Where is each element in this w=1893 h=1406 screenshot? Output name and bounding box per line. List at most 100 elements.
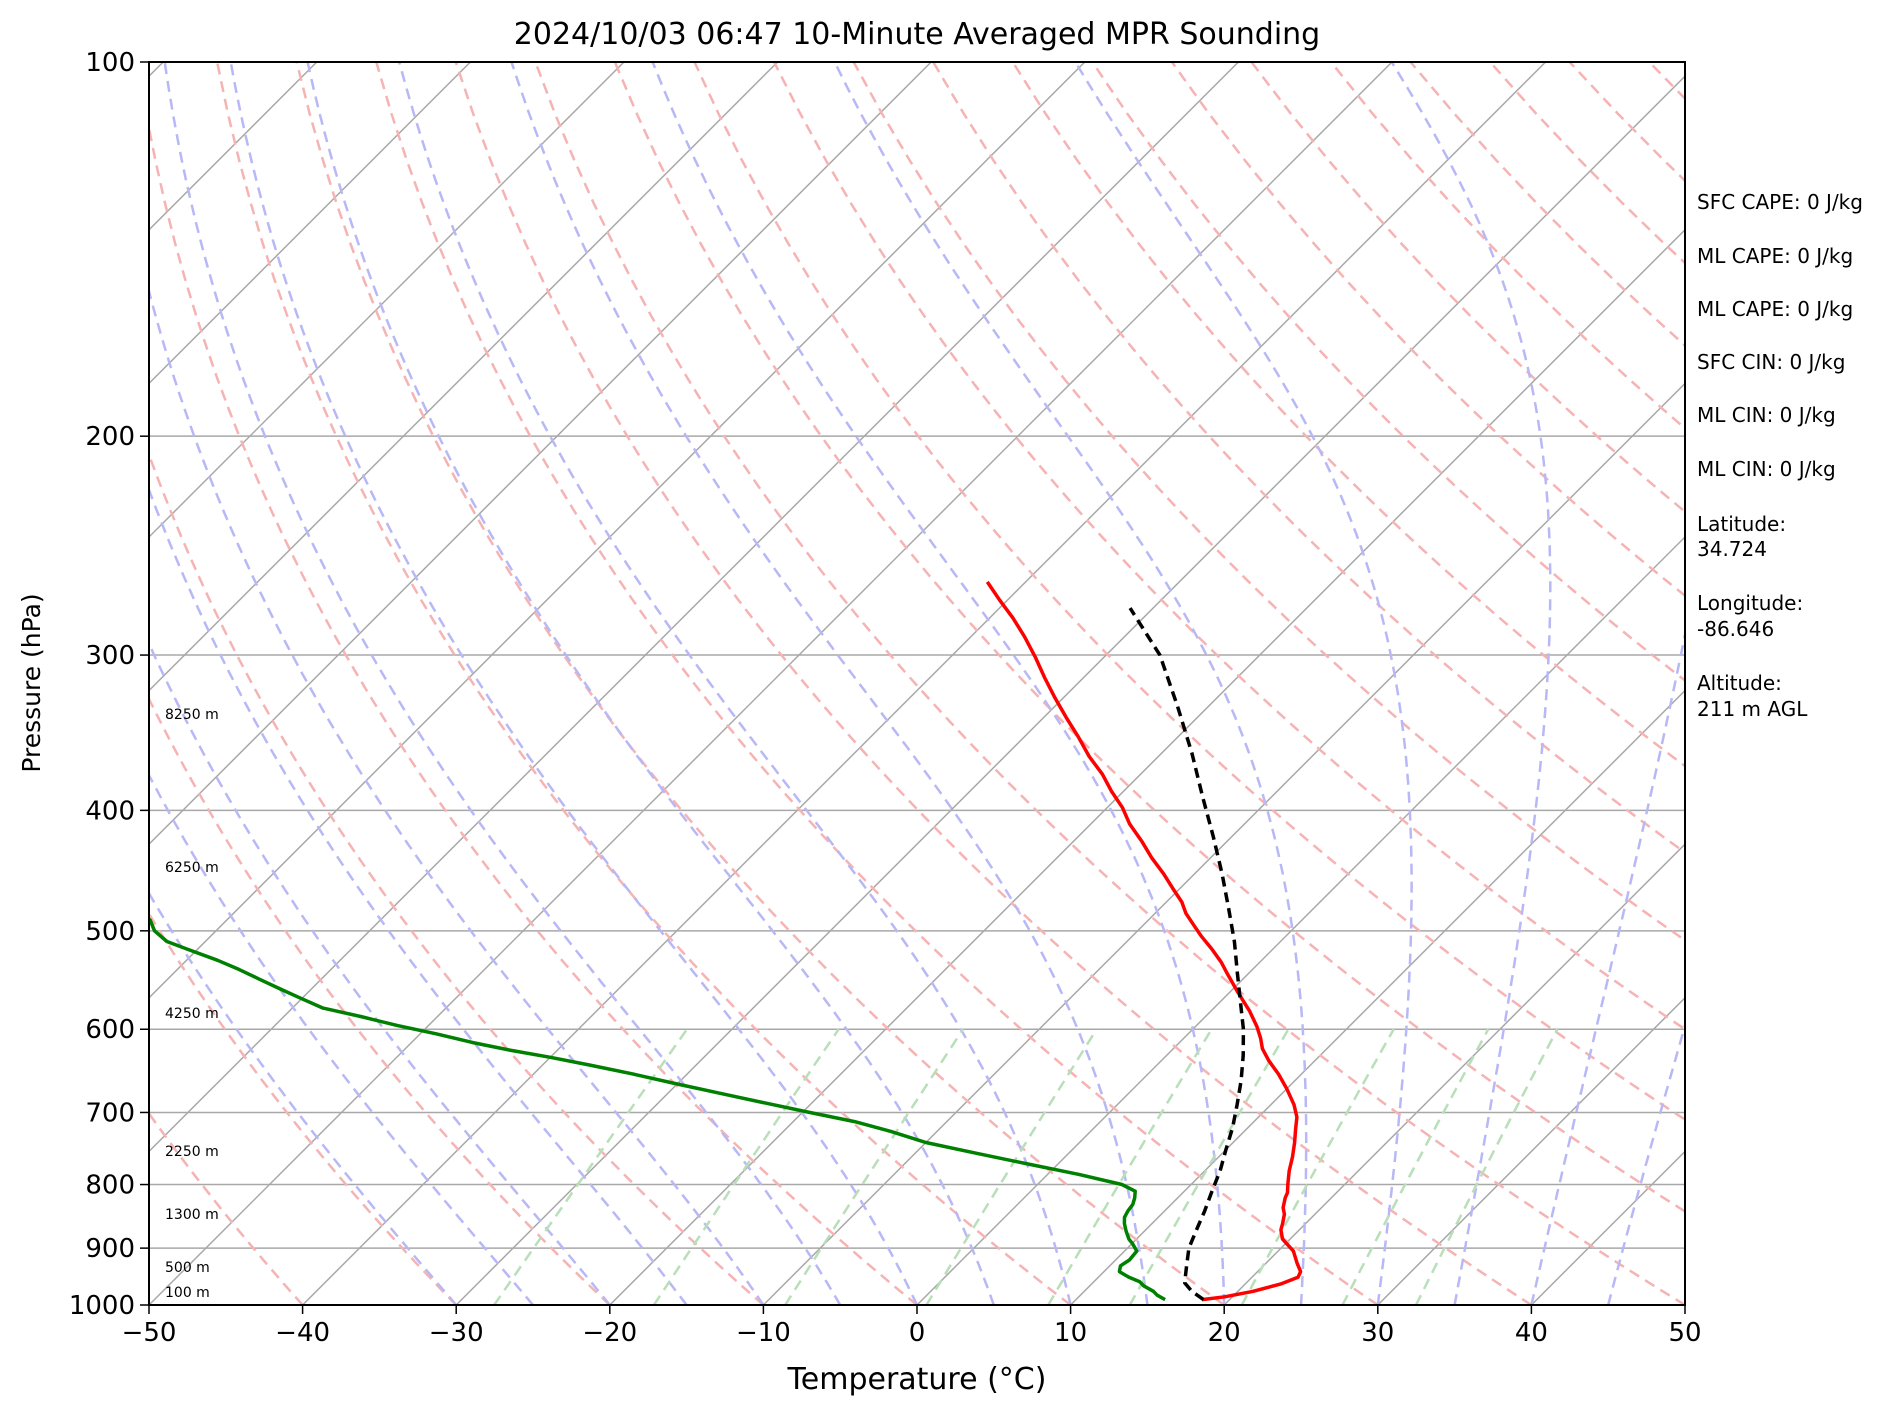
moist-adiabat: [149, 890, 458, 1305]
isotherm-line: [1377, 996, 1685, 1305]
moist-adiabat: [149, 286, 765, 1305]
info-line: -86.646: [1697, 617, 1774, 641]
plot-background: [149, 62, 1685, 1305]
isotherm-line: [916, 535, 1685, 1305]
mixing-ratio-line: [1341, 1028, 1490, 1305]
dry-adiabat: [149, 121, 918, 1305]
dry-adiabat: [149, 911, 458, 1305]
height-label: 2250 m: [165, 1144, 219, 1160]
series-line-2: [1128, 607, 1246, 1302]
x-tick-label: 0: [909, 1318, 926, 1348]
isotherm-line: [149, 62, 625, 539]
dry-adiabat: [149, 696, 611, 1305]
x-tick-label: 50: [1668, 1318, 1701, 1348]
height-label: 6250 m: [165, 860, 219, 876]
info-line: 211 m AGL: [1697, 697, 1808, 721]
y-tick-label: 500: [85, 917, 135, 947]
x-tick-label: −50: [122, 1318, 177, 1348]
isotherm-line: [149, 62, 779, 692]
moist-adiabat: [833, 62, 1308, 1305]
x-tick-label: −10: [736, 1318, 791, 1348]
mixing-ratio-line: [1240, 1028, 1395, 1305]
y-tick-label: 300: [85, 641, 135, 671]
dry-adiabat: [454, 62, 1533, 1305]
x-axis: −50 −40 −30 −20 −10 0 10 20 30 40 50: [122, 1305, 1702, 1348]
moist-adiabat: [651, 62, 1226, 1305]
moist-adiabat: [397, 62, 1072, 1305]
height-label: 1300 m: [165, 1207, 219, 1223]
info-line: Latitude:: [1697, 512, 1786, 536]
y-tick-label: 200: [85, 422, 135, 452]
dry-adiabat: [772, 62, 1685, 1031]
height-labels: 100 m 500 m 1300 m 2250 m 4250 m 6250 m 8250 m: [165, 707, 219, 1301]
y-tick-label: 1000: [69, 1291, 135, 1321]
dry-adiabat: [852, 62, 1685, 942]
x-tick-label: −40: [275, 1318, 330, 1348]
isotherm-line: [149, 62, 471, 385]
info-line: 34.724: [1697, 537, 1767, 561]
y-axis-label: Pressure (hPa): [17, 593, 46, 772]
x-tick-label: −30: [429, 1318, 484, 1348]
series-line-1: [149, 917, 1166, 1302]
info-line: ML CAPE: 0 J/kg: [1697, 244, 1853, 268]
info-panel: SFC CAPE: 0 J/kg ML CAPE: 0 J/kg ML CAPE: …: [1697, 190, 1863, 721]
isotherm-line: [762, 382, 1685, 1305]
isotherm-line: [455, 75, 1685, 1305]
mixing-ratio-line: [784, 1028, 965, 1305]
dry-adiabat: [1170, 62, 1685, 598]
info-line: ML CAPE: 0 J/kg: [1697, 297, 1853, 321]
x-tick-label: 40: [1515, 1318, 1548, 1348]
height-label: 500 m: [165, 1260, 210, 1276]
y-tick-label: 900: [85, 1234, 135, 1264]
dry-adiabat: [295, 62, 1225, 1305]
grid: [0, 62, 1685, 1305]
series-layer: [149, 580, 1303, 1302]
dry-adiabat: [149, 451, 765, 1305]
moist-adiabat: [1606, 1021, 1685, 1305]
dry-adiabat: [375, 62, 1379, 1305]
dry-adiabat: [149, 1111, 304, 1305]
info-line: ML CIN: 0 J/kg: [1697, 403, 1836, 427]
isotherm-line: [609, 228, 1685, 1305]
moist-adiabat: [1074, 62, 1413, 1305]
dry-adiabat: [693, 62, 1685, 1122]
mixing-ratio-line: [1047, 1028, 1213, 1305]
info-line: Altitude:: [1697, 671, 1782, 695]
mixing-ratio-line: [1414, 1028, 1559, 1305]
height-label: 4250 m: [165, 1006, 219, 1022]
isotherm-line: [149, 62, 1086, 999]
y-tick-label: 800: [85, 1171, 135, 1201]
y-axis: 1000 900 800 700 600 500 400 300 200 100: [69, 48, 149, 1321]
dry-adiabat: [932, 62, 1685, 855]
info-line: SFC CAPE: 0 J/kg: [1697, 190, 1863, 214]
x-tick-label: 20: [1208, 1318, 1241, 1348]
x-axis-label: Temperature (°C): [787, 1362, 1047, 1397]
moist-adiabat: [149, 772, 534, 1305]
moist-adiabat: [149, 486, 688, 1305]
moist-adiabat: [229, 62, 919, 1305]
x-tick-label: 30: [1361, 1318, 1394, 1348]
y-tick-label: 100: [85, 48, 135, 78]
moist-adiabat: [510, 62, 1149, 1305]
isotherm-line: [149, 62, 932, 846]
mixing-ratio-line: [493, 1028, 689, 1305]
y-tick-label: 700: [85, 1098, 135, 1128]
isotherm-line: [149, 62, 1239, 1153]
mixing-ratio-line: [652, 1028, 840, 1305]
isotherm-line: [0, 62, 10, 1305]
y-tick-label: 600: [85, 1015, 135, 1045]
info-line: ML CIN: 0 J/kg: [1697, 457, 1836, 481]
y-tick-label: 400: [85, 796, 135, 826]
chart-title: 2024/10/03 06:47 10-Minute Averaged MPR …: [514, 17, 1320, 52]
x-tick-label: 10: [1054, 1318, 1087, 1348]
moist-adiabat: [1530, 628, 1685, 1305]
x-tick-label: −20: [582, 1318, 637, 1348]
moist-adiabat: [306, 62, 995, 1305]
isotherm-line: [1070, 689, 1685, 1305]
moist-adiabat: [149, 640, 611, 1305]
info-line: SFC CIN: 0 J/kg: [1697, 350, 1845, 374]
moist-adiabat: [1390, 62, 1552, 1305]
dry-adiabat: [534, 62, 1685, 1305]
info-line: Longitude:: [1697, 591, 1803, 615]
